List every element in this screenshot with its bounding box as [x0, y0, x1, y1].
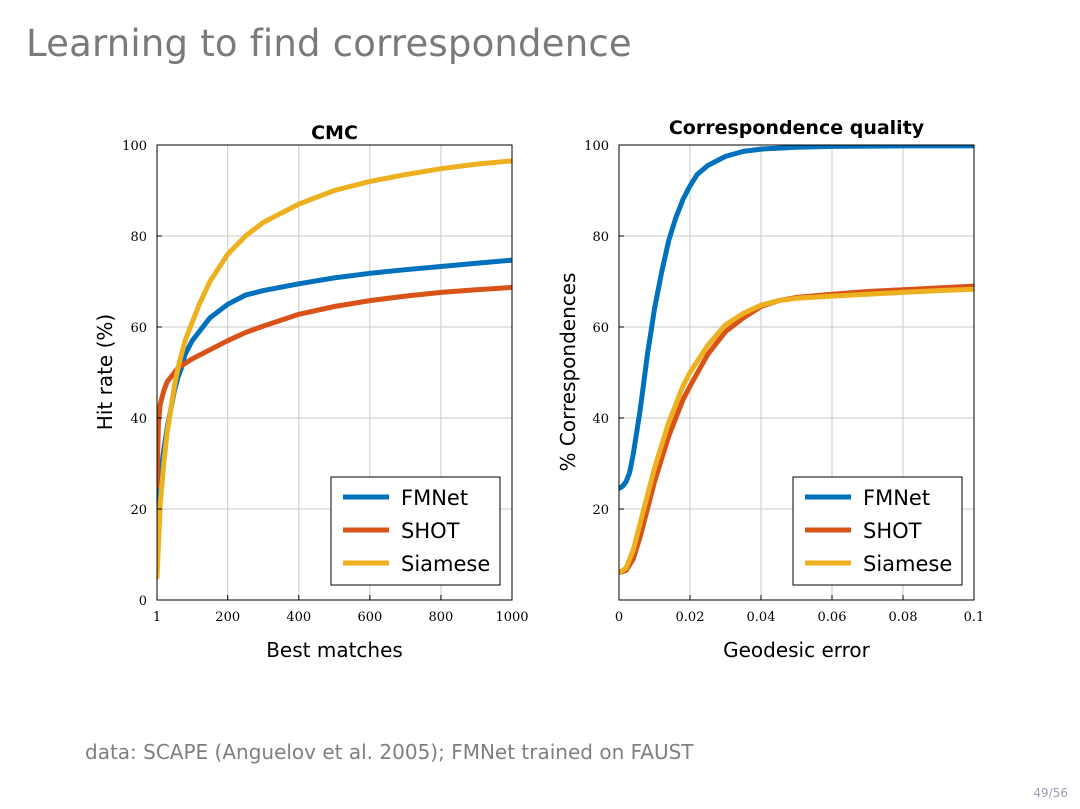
x-tick-label: 0.04 [747, 610, 776, 625]
x-tick-label: 0.08 [889, 610, 918, 625]
y-tick-label: 20 [130, 503, 147, 518]
chart-correspondence-quality: 0 0.02 0.04 0.06 0.08 0.1 20 40 60 80 100 Correspon… [556, 117, 984, 662]
legend-label-shot: SHOT [401, 519, 460, 543]
slide-title: Learning to find correspondence [26, 22, 632, 65]
series-line-fmnet [157, 257, 512, 516]
y-tick-label: 40 [130, 412, 147, 427]
legend: FMNet SHOT Siamese [792, 476, 963, 586]
y-tick-label: 80 [130, 230, 147, 245]
plot-frame [618, 144, 975, 601]
page-number: 49/56 [1033, 786, 1068, 800]
series-line-siamese [157, 158, 512, 580]
plot-frame [156, 144, 513, 601]
x-tick-label: 1000 [495, 610, 528, 625]
legend-label-siamese: Siamese [863, 552, 952, 576]
series-line-shot [157, 284, 512, 489]
chart-cmc: 1 200 400 600 800 1000 0 20 40 60 80 100 CMC Best mat… [93, 122, 529, 662]
footnote: data: SCAPE (Anguelov et al. 2005); FMNe… [85, 740, 694, 764]
x-tick-label: 600 [357, 610, 382, 625]
chart-title: Correspondence quality [669, 117, 925, 139]
y-axis-label: Hit rate (%) [93, 314, 117, 430]
legend-label-fmnet: FMNet [401, 486, 468, 510]
chart-title: CMC [311, 122, 358, 144]
x-tick-label: 400 [286, 610, 311, 625]
legend-label-shot: SHOT [863, 519, 922, 543]
series-line-fmnet [619, 145, 974, 491]
x-tick-label: 0 [615, 610, 623, 625]
x-tick-label: 0.02 [676, 610, 705, 625]
y-tick-label: 100 [584, 139, 609, 154]
legend-label-siamese: Siamese [401, 552, 490, 576]
y-tick-label: 60 [592, 321, 609, 336]
y-tick-label: 20 [592, 503, 609, 518]
x-axis-label: Best matches [266, 638, 403, 662]
y-axis-label: % Correspondences [556, 273, 580, 472]
x-tick-label: 1 [153, 610, 161, 625]
y-tick-label: 60 [130, 321, 147, 336]
y-tick-label: 80 [592, 230, 609, 245]
y-tick-label: 100 [122, 139, 147, 154]
x-axis-label: Geodesic error [723, 638, 871, 662]
legend-label-fmnet: FMNet [863, 486, 930, 510]
series-line-siamese [619, 286, 974, 576]
legend: FMNet SHOT Siamese [330, 476, 501, 586]
x-tick-label: 200 [215, 610, 240, 625]
x-tick-label: 0.06 [818, 610, 847, 625]
y-tick-label: 40 [592, 412, 609, 427]
x-tick-label: 0.1 [964, 610, 985, 625]
x-tick-label: 800 [429, 610, 454, 625]
y-tick-label: 0 [139, 594, 147, 609]
